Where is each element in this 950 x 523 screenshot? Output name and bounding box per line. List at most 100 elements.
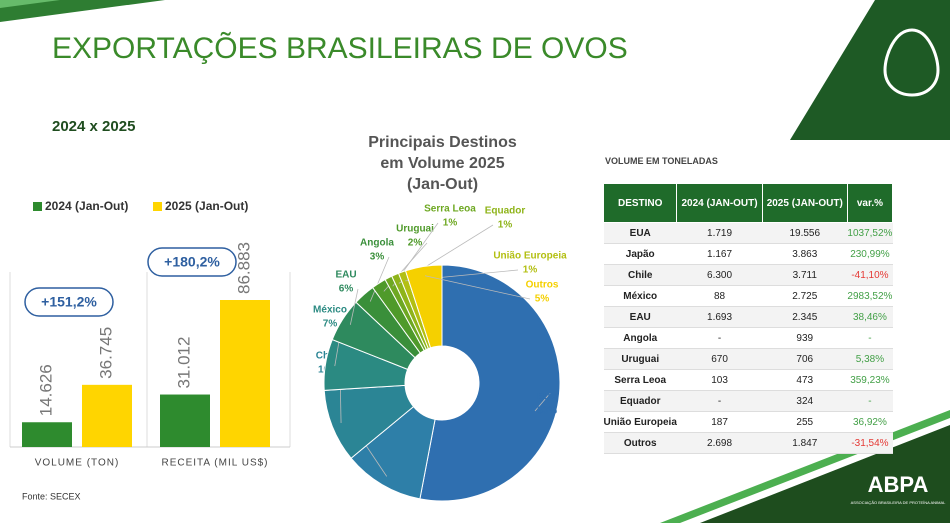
slice-value: 1% [443, 218, 458, 229]
table-row: Equador -324- [603, 390, 893, 412]
pie-title: Principais Destinos em Volume 2025 (Jan-… [368, 134, 517, 193]
table-cell: 19.556 [762, 222, 848, 244]
slice-value: 2% [408, 238, 423, 249]
slice-label: União Europeia [493, 251, 567, 262]
table-cell: 324 [762, 390, 848, 412]
slice-label: EUA [536, 392, 557, 403]
value-label: 14.626 [36, 364, 55, 416]
annotation: +151,2% [41, 294, 97, 310]
table-cell: 36,92% [847, 411, 893, 433]
bar [220, 300, 270, 447]
table-cell: União Europeia [603, 411, 677, 433]
table-cell: 1037,52% [847, 222, 893, 244]
table-cell: -31,54% [847, 432, 893, 454]
annotation-box [24, 287, 114, 317]
value-label: 86.883 [234, 242, 253, 294]
table-caption: VOLUME EM TONELADAS [605, 156, 718, 166]
table-cell: 88 [676, 285, 763, 307]
table-cell: 3.863 [762, 243, 848, 265]
annotation-box [147, 247, 237, 277]
table-cell: - [847, 390, 893, 412]
legend-label: 2025 (Jan-Out) [165, 199, 248, 213]
x-tick-label: VOLUME (TON) [35, 458, 120, 469]
slice-label: Uruguai [396, 224, 434, 235]
table-cell: Japão [603, 243, 677, 265]
corner-decor [790, 0, 950, 140]
table-cell: 1.693 [676, 306, 763, 328]
table-cell: 1.167 [676, 243, 763, 265]
value-label: 31.012 [174, 337, 193, 389]
slice-label: México [313, 305, 347, 316]
leader-line [424, 275, 531, 300]
table-cell: Serra Leoa [603, 369, 677, 391]
table-cell: 359,23% [847, 369, 893, 391]
table-row: União Europeia 187 255 36,92% [603, 411, 893, 433]
bar [82, 384, 132, 447]
table-cell: - [847, 327, 893, 349]
slice-value: 1% [523, 265, 538, 276]
legend-label: 2024 (Jan-Out) [45, 199, 128, 213]
table-cell: -41,10% [847, 264, 893, 286]
leader-line [349, 288, 359, 325]
table-cell: 1.847 [762, 432, 848, 454]
subtitle: 2024 x 2025 [52, 118, 135, 135]
slice-label: Outros [526, 280, 559, 291]
table-cell: 230,99% [847, 243, 893, 265]
table-row: Angola -939- [603, 327, 893, 349]
slice-label: Equador [485, 206, 526, 217]
logo: ABPA [868, 472, 929, 497]
table-cell: 103 [676, 369, 763, 391]
corner-decor [0, 0, 60, 8]
pie-slice [404, 264, 443, 349]
table-row: Japão 1.167 3.863 230,99% [603, 243, 893, 265]
table-row: EAU 1.693 2.345 38,46% [603, 306, 893, 328]
table-cell: EUA [603, 222, 677, 244]
slice-value: 3% [370, 252, 385, 263]
table-cell: 670 [676, 348, 763, 370]
slice-value: 53% [537, 406, 557, 417]
table-header-cell: 2025 (JAN-OUT) [761, 183, 848, 223]
slice-value: 5% [535, 294, 550, 305]
table-cell: Equador [603, 390, 677, 412]
table-row: Outros 2.698 1.847 -31,54% [603, 432, 893, 454]
table: DESTINO 2024 (JAN-OUT) 2025 (JAN-OUT) var.%… [602, 183, 894, 454]
table-cell: Chile [603, 264, 677, 286]
table-cell: 1.719 [676, 222, 763, 244]
bar [160, 394, 210, 447]
slice-value: 6% [339, 284, 354, 295]
slice-value: 1% [498, 220, 513, 231]
table-cell: México [603, 285, 677, 307]
corner-decor [0, 0, 165, 22]
table-row: México 88 2.725 2983,52% [603, 285, 893, 307]
leader-line [534, 392, 551, 412]
table-header-cell: 2024 (JAN-OUT) [676, 183, 763, 223]
table-cell: 2.698 [676, 432, 763, 454]
table-cell: 3.711 [762, 264, 848, 286]
table-cell: 2983,52% [847, 285, 893, 307]
table-header-cell: var.% [846, 183, 894, 223]
table-cell: EAU [603, 306, 677, 328]
table-cell: 473 [762, 369, 848, 391]
table-cell: - [676, 390, 763, 412]
legend-swatch [33, 202, 42, 211]
slice-label: Serra Leoa [424, 204, 476, 215]
value-label: 36.745 [96, 327, 115, 379]
slice-label: Angola [360, 238, 394, 249]
bar [22, 422, 72, 447]
table-cell: Angola [603, 327, 677, 349]
title: EXPORTAÇÕES BRASILEIRAS DE OVOS [52, 31, 628, 65]
table-row: Uruguai 670 706 5,38% [603, 348, 893, 370]
table-cell: 939 [762, 327, 848, 349]
table-cell: 38,46% [847, 306, 893, 328]
table-row: EUA 1.719 19.556 1037,52% [603, 222, 893, 244]
table-cell: Uruguai [603, 348, 677, 370]
egg-icon [883, 28, 940, 97]
table-cell: - [676, 327, 763, 349]
slice-value: 7% [323, 319, 338, 330]
table-cell: 255 [762, 411, 848, 433]
slice-label: EAU [335, 270, 356, 281]
table-cell: 6.300 [676, 264, 763, 286]
pie-slice [419, 264, 561, 502]
table-cell: 2.345 [762, 306, 848, 328]
